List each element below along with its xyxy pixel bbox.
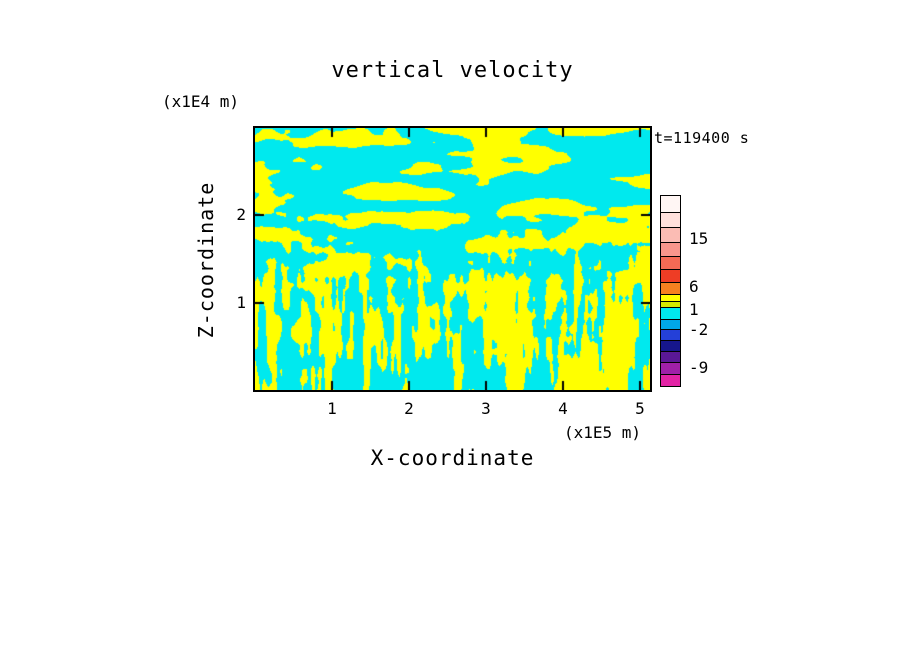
x-tick-label: 2 [404, 399, 414, 418]
y-axis-title: Z-coordinate [194, 181, 218, 339]
colorbar [660, 195, 681, 387]
colorbar-tick-label: 6 [689, 277, 699, 296]
x-tick-label: 3 [481, 399, 491, 418]
colorbar-tick-label: -9 [689, 358, 709, 377]
colorbar-segment [661, 242, 680, 256]
colorbar-segment [661, 269, 680, 282]
y-tick-label: 1 [236, 292, 246, 312]
colorbar-tick-label: 15 [689, 229, 709, 248]
colorbar-segment [661, 362, 680, 374]
chart-title: vertical velocity [331, 58, 574, 83]
colorbar-segment [661, 307, 680, 319]
colorbar-segment [661, 340, 680, 351]
colorbar-segment [661, 294, 680, 301]
colorbar-segment [661, 196, 680, 212]
x-tick-label: 1 [327, 399, 337, 418]
time-annotation: t=119400 s [654, 129, 750, 147]
colorbar-segment [661, 227, 680, 242]
colorbar-segment [661, 351, 680, 362]
colorbar-tick-label: -2 [689, 320, 709, 339]
x-axis-unit: (x1E5 m) [564, 423, 642, 442]
colorbar-segment [661, 282, 680, 294]
x-tick-label: 4 [558, 399, 568, 418]
colorbar-segment [661, 256, 680, 269]
x-tick-label: 5 [635, 399, 645, 418]
colorbar-segment [661, 374, 680, 386]
colorbar-segment [661, 212, 680, 227]
colorbar-segment [661, 301, 680, 307]
y-axis-unit: (x1E4 m) [162, 92, 240, 111]
y-tick-label: 2 [236, 205, 246, 224]
heatmap-canvas [253, 126, 652, 392]
colorbar-segment [661, 319, 680, 329]
colorbar-segment [661, 329, 680, 340]
x-axis-title: X-coordinate [370, 446, 535, 470]
colorbar-tick-label: 1 [689, 300, 699, 319]
